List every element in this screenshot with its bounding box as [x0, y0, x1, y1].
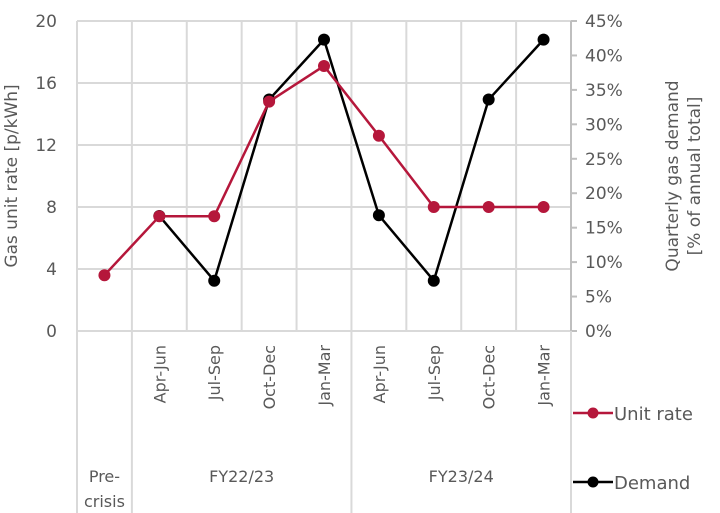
data-point — [318, 59, 330, 72]
group-label: FY23/24 — [429, 467, 494, 486]
right-tick-label: 10% — [585, 253, 623, 273]
data-point — [208, 210, 221, 223]
right-tick-label: 35% — [585, 81, 623, 101]
right-tick-label: 0% — [585, 322, 612, 342]
left-tick-label: 4 — [46, 260, 57, 280]
category-label: Jul-Sep — [205, 345, 224, 401]
data-point — [98, 269, 111, 282]
legend-item-demand: Demand — [573, 473, 690, 494]
category-axis: Apr-Jun Jul-Sep Oct-Dec Jan-Mar Apr-Jun Jul-S… — [76, 331, 572, 513]
category-label: Jul-Sep — [425, 345, 444, 401]
right-tick-label: 5% — [585, 288, 612, 308]
data-point — [537, 33, 550, 46]
group-label: FY22/23 — [209, 467, 274, 486]
left-tick-label: 20 — [35, 12, 57, 32]
series-unit-rate — [98, 59, 550, 282]
data-point — [318, 33, 330, 46]
right-tick-label: 25% — [585, 150, 623, 170]
right-axis-title-line1: Quarterly gas demand — [663, 80, 683, 271]
category-label: Apr-Jun — [150, 345, 169, 403]
series-line — [158, 38, 545, 282]
right-tick-label: 20% — [585, 184, 623, 204]
legend-item-unit-rate: Unit rate — [573, 404, 693, 425]
right-tick-label: 30% — [585, 115, 623, 135]
right-tick-label: 45% — [585, 12, 623, 32]
group-label: Pre- — [89, 467, 120, 486]
category-label: Oct-Dec — [260, 345, 279, 409]
data-point — [427, 274, 440, 287]
legend-swatch-marker — [587, 407, 599, 419]
right-axis-title-line2: [% of annual total] — [685, 97, 705, 256]
legend-swatch-marker — [587, 476, 599, 488]
data-point — [372, 209, 385, 222]
left-axis-title: Gas unit rate [p/kWh] — [2, 84, 22, 267]
right-tick-label: 40% — [585, 46, 623, 66]
data-point — [263, 95, 276, 108]
legend-label: Unit rate — [614, 404, 693, 425]
left-tick-label: 12 — [35, 136, 57, 156]
data-point — [537, 201, 550, 213]
group-label: crisis — [84, 492, 125, 511]
data-point — [372, 129, 385, 142]
data-point — [427, 201, 440, 213]
data-point — [153, 210, 166, 223]
category-label: Jan-Mar — [535, 345, 554, 407]
series-line — [103, 64, 544, 277]
right-tick-label: 15% — [585, 219, 623, 239]
left-tick-label: 16 — [35, 74, 57, 94]
left-axis-ticks: 0 4 8 12 16 20 — [35, 12, 57, 342]
data-point — [208, 274, 221, 287]
series-lines — [98, 33, 550, 287]
category-label: Apr-Jun — [370, 345, 389, 403]
category-label: Jan-Mar — [315, 345, 334, 407]
data-point — [482, 201, 495, 213]
data-point — [482, 93, 495, 106]
left-tick-label: 0 — [46, 322, 57, 342]
left-tick-label: 8 — [46, 198, 57, 218]
legend-label: Demand — [614, 473, 690, 494]
legend: Unit rate Demand — [573, 404, 693, 494]
gridlines — [76, 20, 577, 332]
right-axis-ticks: 0% 5% 10% 15% 20% 25% 30% 35% 40% 45% — [585, 12, 623, 342]
category-label: Oct-Dec — [480, 345, 499, 409]
